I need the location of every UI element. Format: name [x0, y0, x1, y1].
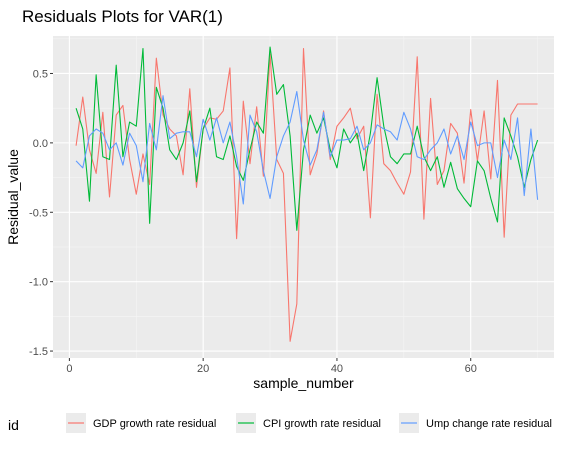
y-axis-ticks: -1.5 -1.0 -0.5 0.0 0.5: [29, 68, 53, 358]
series-line-1: [75, 47, 538, 342]
x-tick-label: 60: [465, 363, 477, 375]
plot-panel: [53, 36, 554, 358]
series-line-2: [75, 46, 539, 231]
y-tick-label: 0.0: [33, 138, 48, 150]
x-tick-label: 20: [197, 363, 209, 375]
legend: id GDP growth rate residual CPI growth ra…: [8, 413, 552, 433]
x-tick-label: 40: [331, 363, 343, 375]
legend-label-2: CPI growth rate residual: [263, 418, 381, 430]
y-tick-label: -1.0: [29, 277, 48, 289]
legend-title: id: [8, 417, 19, 433]
y-axis-title: Residual_value: [5, 149, 21, 245]
x-tick-label: 0: [66, 363, 72, 375]
x-axis-title: sample_number: [253, 375, 354, 391]
grid-major: [53, 36, 554, 358]
y-tick-label: -1.5: [29, 346, 48, 358]
legend-label-3: Ump change rate residual: [426, 418, 552, 430]
chart-title: Residuals Plots for VAR(1): [22, 7, 223, 26]
y-tick-label: -0.5: [29, 207, 48, 219]
legend-label-1: GDP growth rate residual: [93, 418, 216, 430]
x-axis-ticks: 0 20 40 60: [66, 358, 477, 375]
y-tick-label: 0.5: [33, 68, 48, 80]
series-lines: [75, 46, 539, 342]
series-line-3: [75, 90, 539, 205]
